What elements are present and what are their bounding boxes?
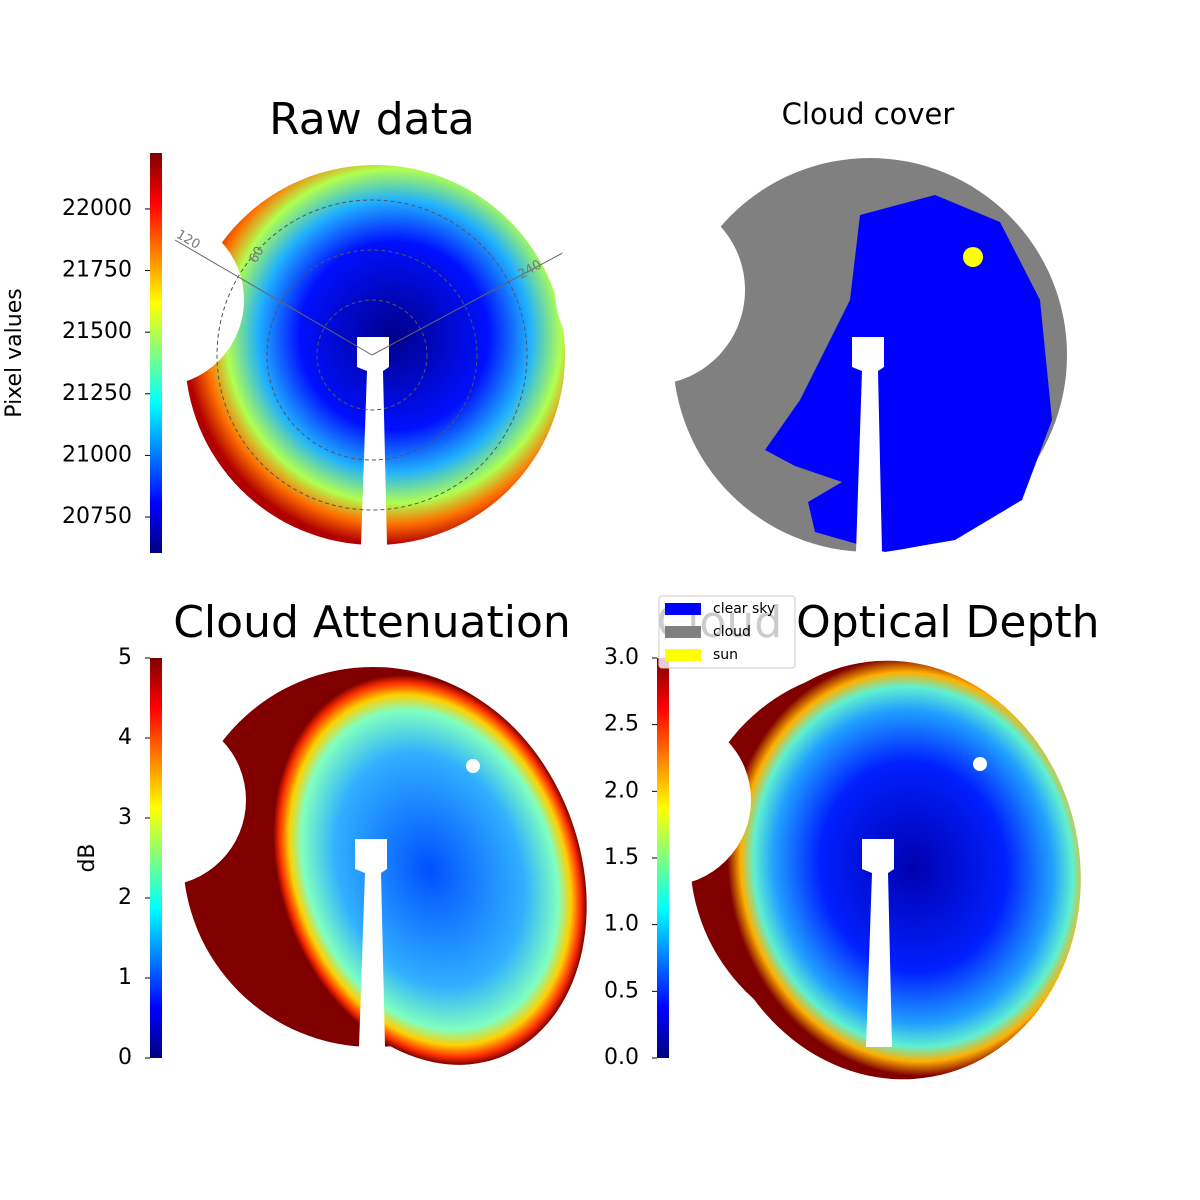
colorbar-label: dB xyxy=(75,843,100,872)
polar-axis xyxy=(174,239,373,356)
cloud-free-region xyxy=(709,660,1081,1080)
legend-swatch xyxy=(665,626,701,638)
polar-ring xyxy=(216,199,528,511)
legend-label: sun xyxy=(713,647,738,663)
colorbar-tick-label: 0.5 xyxy=(604,978,639,1003)
cloud-free-region xyxy=(273,675,587,1065)
colorbar-tick-label: 2 xyxy=(118,885,132,910)
colorbar-tick-label: 2.0 xyxy=(604,778,639,803)
colorbar xyxy=(150,153,162,553)
colorbar-tick-label: 20750 xyxy=(62,504,132,529)
camera-arm xyxy=(355,839,387,1047)
polar-label: 60 xyxy=(246,244,267,266)
colorbar-tick-label: 5 xyxy=(118,645,132,670)
colorbar-tick-label: 2.5 xyxy=(604,712,639,737)
legend-swatch xyxy=(665,649,701,661)
colorbar-label: Pixel values xyxy=(2,288,27,417)
colorbar-tick-label: 22000 xyxy=(62,196,132,221)
colorbar-tick-label: 0.0 xyxy=(604,1045,639,1070)
colorbar-tick-label: 3.0 xyxy=(604,645,639,670)
clear-sky-region xyxy=(765,195,1052,552)
camera-arm xyxy=(862,839,894,1047)
colorbar-tick-label: 1.5 xyxy=(604,845,639,870)
chart-title: Raw data xyxy=(269,94,475,145)
colorbar xyxy=(657,658,669,1058)
sun-region xyxy=(963,247,983,267)
colorbar xyxy=(150,658,162,1058)
camera-arm xyxy=(852,337,884,552)
colorbar-tick-label: 21750 xyxy=(62,258,132,283)
colorbar-tick-label: 21000 xyxy=(62,442,132,467)
legend-label: cloud xyxy=(713,624,751,640)
legend-label: clear sky xyxy=(713,601,775,617)
polar-ring xyxy=(316,299,428,411)
chart-title: Cloud cover xyxy=(782,97,955,131)
sun-mask xyxy=(973,757,987,771)
colorbar-tick-label: 3 xyxy=(118,805,132,830)
camera-arm xyxy=(357,337,389,545)
colorbar-tick-label: 1 xyxy=(118,965,132,990)
polar-ring xyxy=(266,249,478,461)
horizon-mask xyxy=(555,195,745,385)
colorbar-tick-label: 4 xyxy=(118,725,132,750)
colorbar-tick-label: 21250 xyxy=(62,381,132,406)
colorbar-tick-label: 21500 xyxy=(62,319,132,344)
chart-title: Cloud Attenuation xyxy=(173,597,571,648)
polar-axis xyxy=(371,247,573,356)
colorbar-tick-label: 1.0 xyxy=(604,912,639,937)
sun-mask xyxy=(466,759,480,773)
colorbar-tick-label: 0 xyxy=(118,1045,132,1070)
legend-swatch xyxy=(665,603,701,615)
